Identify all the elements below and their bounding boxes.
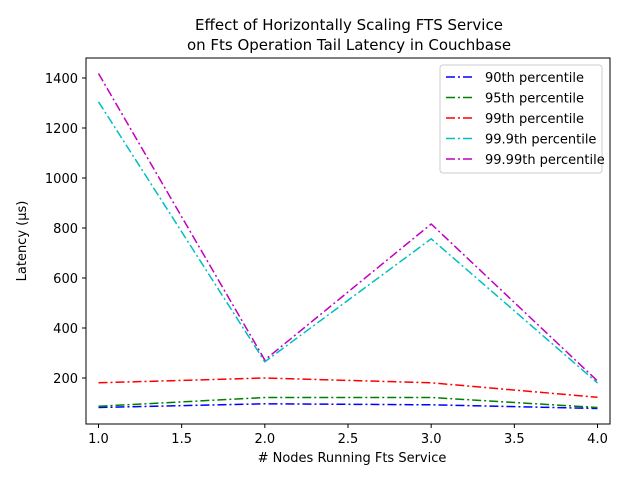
- y-tick-label: 1000: [45, 172, 78, 187]
- y-tick-label: 600: [53, 272, 78, 287]
- series-line-3: [98, 377, 598, 399]
- plot-frame: [85, 57, 611, 425]
- y-axis-ticks: 200 400 600 800 1000 1200 1400: [45, 72, 86, 387]
- chart-title-line-2: on Fts Operation Tail Latency in Couchba…: [187, 36, 511, 54]
- x-tick-label: 3.5: [504, 432, 525, 447]
- x-tick-label: 3.0: [421, 432, 442, 447]
- x-tick-label: 1.0: [88, 432, 109, 447]
- legend-label-1: 90th percentile: [485, 71, 584, 86]
- series-line-2: [98, 396, 598, 409]
- plot-area: [97, 73, 599, 410]
- legend-label-4: 99.9th percentile: [485, 133, 596, 148]
- y-tick-label: 400: [53, 322, 78, 337]
- x-axis-ticks: 1.0 1.5 2.0 2.5 3.0 3.5 4.0: [88, 424, 608, 447]
- y-tick-label: 1400: [45, 72, 78, 87]
- chart-title-line-1: Effect of Horizontally Scaling FTS Servi…: [195, 16, 503, 34]
- legend-label-5: 99.99th percentile: [485, 153, 605, 168]
- series-line-4: [97, 101, 598, 384]
- x-tick-label: 2.0: [254, 432, 275, 447]
- y-tick-label: 200: [53, 372, 78, 387]
- series-line-1: [98, 403, 598, 410]
- legend-label-3: 99th percentile: [485, 112, 584, 127]
- y-tick-label: 800: [53, 222, 78, 237]
- legend-box: [439, 64, 603, 174]
- x-tick-label: 2.5: [338, 432, 359, 447]
- y-tick-label: 1200: [45, 122, 78, 137]
- series-line-5: [97, 73, 599, 382]
- legend: 90th percentile 95th percentile 99th perce…: [439, 64, 605, 174]
- y-axis-label: Latency (µs): [15, 201, 30, 282]
- legend-label-2: 95th percentile: [485, 92, 584, 107]
- x-tick-label: 4.0: [587, 432, 608, 447]
- x-tick-label: 1.5: [171, 432, 192, 447]
- x-axis-label: # Nodes Running Fts Service: [258, 451, 447, 466]
